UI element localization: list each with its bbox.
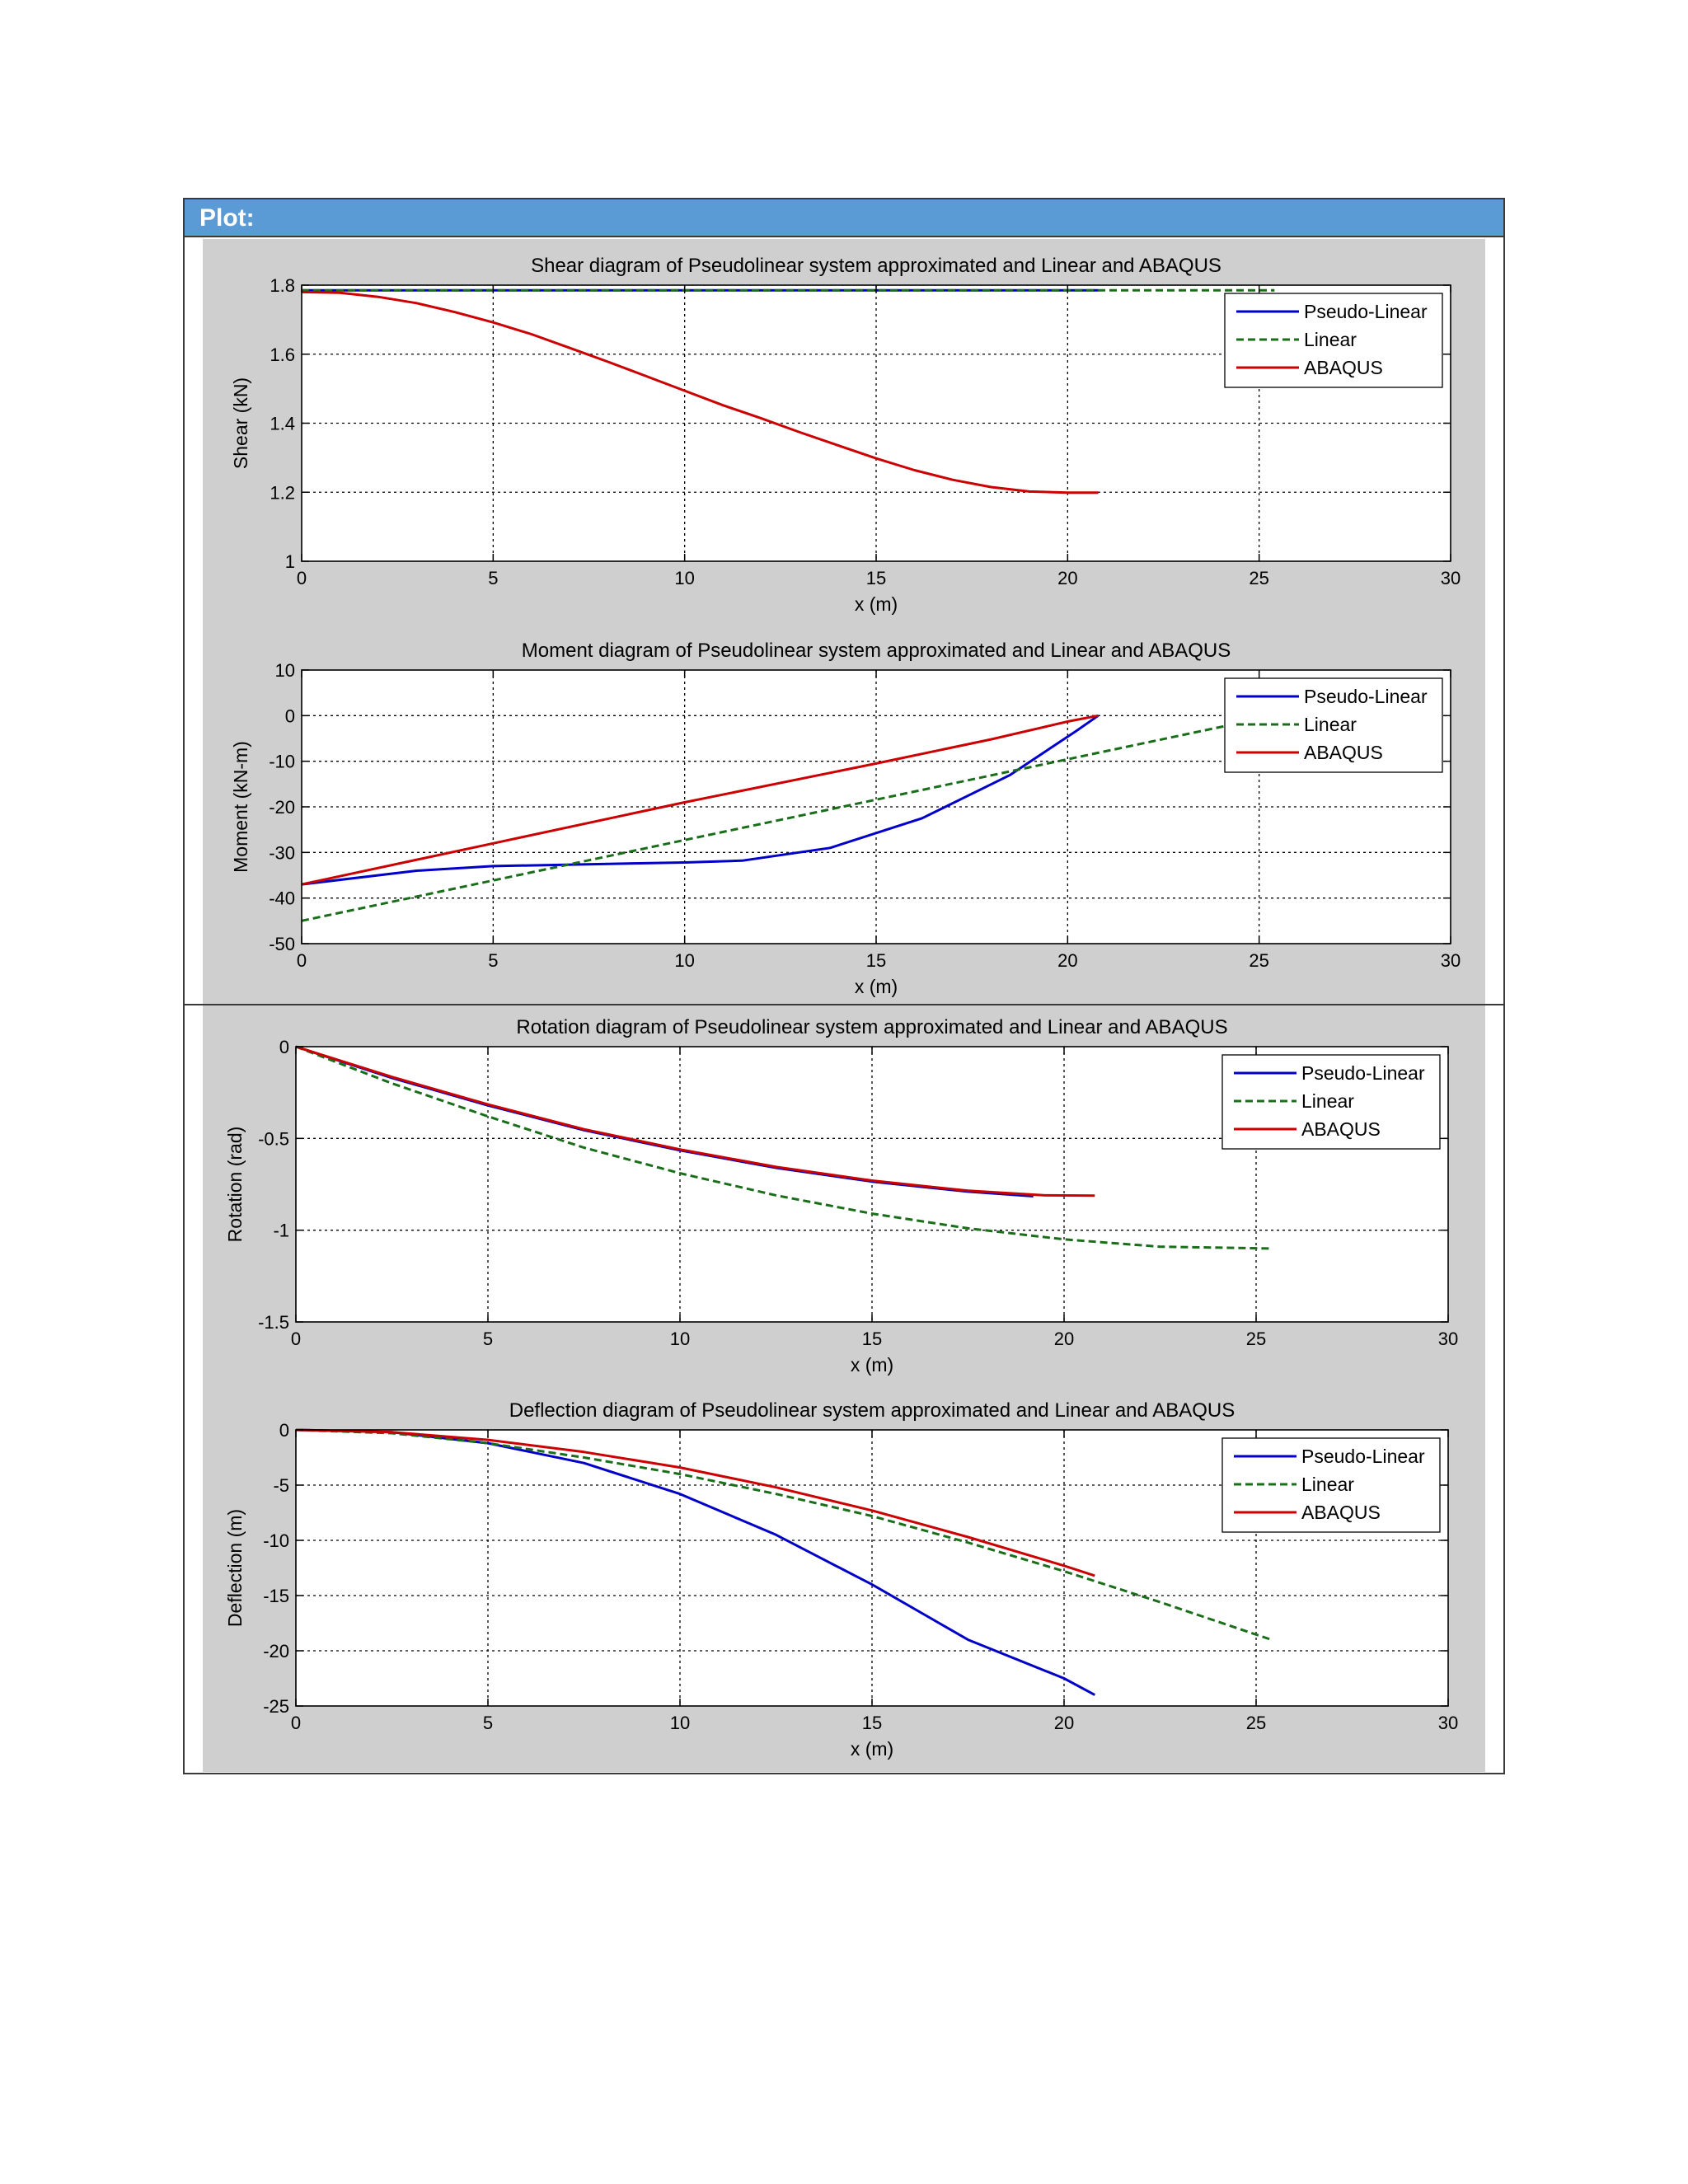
x-axis-label: x (m)	[851, 1354, 893, 1376]
section-title: Plot:	[199, 204, 255, 232]
y-tick-label: -5	[273, 1475, 289, 1496]
x-tick-label: 15	[862, 1329, 882, 1349]
y-tick-label: 0	[285, 705, 295, 726]
y-tick-label: 0	[279, 1420, 289, 1441]
x-tick-label: 20	[1057, 950, 1077, 971]
legend: Pseudo-Linear Linear ABAQUS	[1224, 677, 1443, 773]
legend-entry-pseudo-linear: Pseudo-Linear	[1304, 301, 1428, 322]
chart-title: Deflection diagram of Pseudolinear syste…	[509, 1399, 1236, 1422]
legend-entry-linear: Linear	[1301, 1090, 1354, 1112]
y-tick-label: 0	[279, 1037, 289, 1057]
y-axis-label: Shear (kN)	[230, 377, 251, 469]
x-tick-label: 5	[483, 1713, 493, 1733]
legend-entry-pseudo-linear: Pseudo-Linear	[1304, 686, 1428, 707]
x-tick-label: 30	[1438, 1329, 1458, 1349]
y-tick-label: -25	[263, 1696, 289, 1717]
legend-entry-linear: Linear	[1304, 329, 1357, 350]
legend-entry-linear: Linear	[1301, 1474, 1354, 1495]
series-line-abaqus	[301, 290, 1099, 494]
legend-entry-abaqus: ABAQUS	[1304, 357, 1383, 378]
legend-entry-abaqus: ABAQUS	[1301, 1118, 1381, 1140]
y-tick-label: 1.8	[270, 275, 295, 296]
y-tick-label: -20	[263, 1641, 289, 1661]
y-tick-label: 1	[285, 551, 295, 572]
x-tick-label: 20	[1054, 1713, 1074, 1733]
section-header: Plot:	[185, 199, 1503, 237]
y-tick-label: -20	[269, 797, 295, 818]
series-line-pseudo-linear	[301, 715, 1100, 886]
legend-entry-linear: Linear	[1304, 714, 1357, 735]
legend-entry-pseudo-linear: Pseudo-Linear	[1301, 1062, 1425, 1084]
x-tick-label: 10	[674, 568, 694, 588]
x-tick-label: 20	[1054, 1329, 1074, 1349]
chart-3: 0 5 10 15 20 25 30 -1.5 -1 -0.5 0 Rotation diagram …	[224, 1016, 1458, 1376]
chart-4: 0 5 10 15 20 25 30 -25 -20 -15 -10 -5 0 Deflection di…	[224, 1399, 1458, 1760]
y-tick-label: -10	[263, 1530, 289, 1551]
legend-entry-abaqus: ABAQUS	[1304, 742, 1383, 763]
x-tick-label: 25	[1246, 1713, 1266, 1733]
x-tick-label: 10	[670, 1713, 690, 1733]
x-tick-label: 15	[866, 950, 886, 971]
x-tick-label: 20	[1057, 568, 1077, 588]
y-tick-label: 1.6	[270, 344, 295, 365]
y-tick-label: -0.5	[258, 1128, 289, 1149]
y-tick-label: 10	[275, 660, 295, 681]
x-tick-label: 5	[488, 950, 498, 971]
x-tick-label: 0	[297, 950, 307, 971]
x-tick-label: 25	[1249, 950, 1268, 971]
x-tick-label: 15	[866, 568, 886, 588]
y-tick-label: -10	[269, 752, 295, 772]
legend: Pseudo-Linear Linear ABAQUS	[1221, 1054, 1441, 1150]
x-tick-label: 30	[1441, 568, 1461, 588]
x-axis-label: x (m)	[851, 1738, 893, 1760]
y-tick-label: -30	[269, 842, 295, 863]
y-tick-label: -1	[273, 1221, 289, 1241]
chart-title: Rotation diagram of Pseudolinear system …	[516, 1016, 1227, 1038]
x-tick-label: 25	[1246, 1329, 1266, 1349]
y-axis-label: Deflection (m)	[224, 1509, 246, 1627]
y-axis-label: Rotation (rad)	[224, 1127, 246, 1243]
x-tick-label: 10	[674, 950, 694, 971]
y-axis-label: Moment (kN-m)	[230, 741, 251, 873]
series-line-linear	[295, 1045, 1272, 1250]
y-tick-label: 1.2	[270, 482, 295, 503]
y-tick-label: -40	[269, 888, 295, 909]
x-axis-label: x (m)	[855, 593, 898, 615]
chart-title: Moment diagram of Pseudolinear system ap…	[522, 640, 1231, 662]
table-divider	[185, 1004, 1503, 1005]
x-tick-label: 0	[291, 1329, 301, 1349]
y-tick-label: -1.5	[258, 1312, 289, 1333]
series-line-abaqus	[295, 1045, 1095, 1197]
series-line-linear	[301, 714, 1275, 922]
series-line-linear	[295, 1428, 1273, 1642]
x-axis-label: x (m)	[855, 976, 898, 997]
chart-title: Shear diagram of Pseudolinear system app…	[531, 255, 1221, 277]
series-line-abaqus	[301, 714, 1099, 886]
x-tick-label: 30	[1438, 1713, 1458, 1733]
legend-entry-abaqus: ABAQUS	[1301, 1502, 1381, 1523]
x-tick-label: 5	[488, 568, 498, 588]
legend-entry-pseudo-linear: Pseudo-Linear	[1301, 1446, 1425, 1467]
chart-1: 0 5 10 15 20 25 30 1 1.2 1.4 1.6 1.8 Shear diagram o…	[230, 255, 1461, 615]
x-tick-label: 10	[670, 1329, 690, 1349]
x-tick-label: 30	[1441, 950, 1461, 971]
legend: Pseudo-Linear Linear ABAQUS	[1224, 293, 1443, 388]
y-tick-label: -15	[263, 1586, 289, 1606]
y-tick-label: -50	[269, 934, 295, 954]
x-tick-label: 5	[483, 1329, 493, 1349]
series-line-abaqus	[295, 1428, 1095, 1577]
y-tick-label: 1.4	[270, 414, 295, 434]
chart-2: 0 5 10 15 20 25 30 -50 -40 -30 -20 -10 0 10 Moment dia…	[230, 640, 1461, 997]
legend-box	[1221, 1437, 1441, 1533]
legend: Pseudo-Linear Linear ABAQUS	[1221, 1437, 1441, 1533]
x-tick-label: 0	[291, 1713, 301, 1733]
x-tick-label: 25	[1249, 568, 1268, 588]
x-tick-label: 15	[862, 1713, 882, 1733]
x-tick-label: 0	[297, 568, 307, 588]
